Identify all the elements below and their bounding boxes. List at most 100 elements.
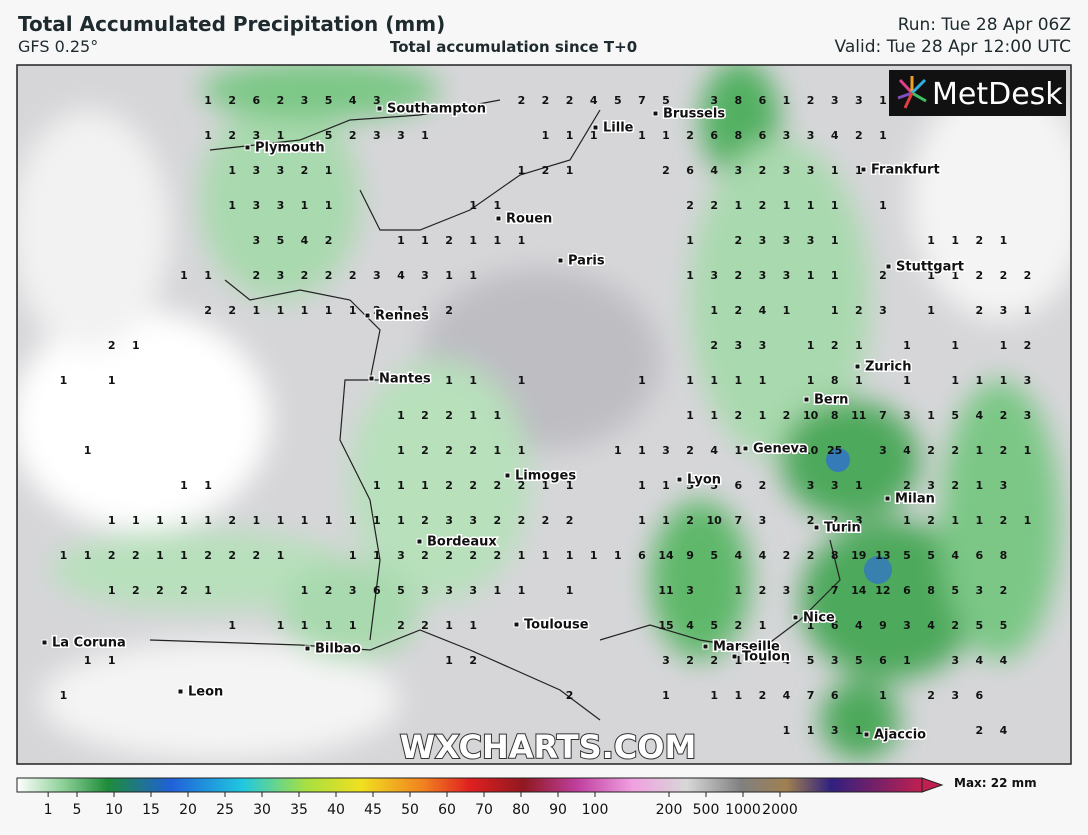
grid-value: 2 <box>1024 269 1032 282</box>
city-label: Turin <box>824 521 861 536</box>
grid-value: 1 <box>879 129 887 142</box>
grid-value: 2 <box>252 269 260 282</box>
city-label: Leon <box>188 685 223 700</box>
grid-value: 1 <box>493 409 501 422</box>
grid-value: 1 <box>108 584 116 597</box>
grid-value: 2 <box>108 339 116 352</box>
colorbar-tick-label: 1 <box>44 802 53 818</box>
grid-value: 2 <box>469 654 477 667</box>
city-marker <box>731 653 738 660</box>
grid-value: 1 <box>590 129 598 142</box>
colorbar-tick-label: 5 <box>73 802 82 818</box>
city-label: Zurich <box>865 360 912 375</box>
grid-value: 1 <box>518 164 526 177</box>
grid-value: 2 <box>421 409 429 422</box>
city-label: Rennes <box>375 309 429 324</box>
grid-value: 9 <box>879 619 887 632</box>
colorbar-tick-label: 35 <box>290 802 308 818</box>
grid-value: 2 <box>132 584 140 597</box>
grid-value: 3 <box>252 164 260 177</box>
grid-value: 1 <box>638 374 646 387</box>
grid-value: 1 <box>686 234 694 247</box>
grid-value: 1 <box>734 199 742 212</box>
grid-value: 1 <box>397 234 405 247</box>
grid-value: 6 <box>638 549 646 562</box>
grid-value: 2 <box>734 234 742 247</box>
grid-value: 3 <box>301 94 309 107</box>
grid-value: 2 <box>349 269 357 282</box>
grid-value: 1 <box>807 619 815 632</box>
grid-value: 1 <box>1024 304 1032 317</box>
grid-value: 1 <box>84 654 92 667</box>
run-time: Run: Tue 28 Apr 06Z <box>897 15 1071 35</box>
city-marker <box>513 621 520 628</box>
logo-icon <box>897 76 927 109</box>
grid-value: 2 <box>686 444 694 457</box>
grid-value: 1 <box>397 444 405 457</box>
grid-value: 5 <box>710 479 718 492</box>
grid-value: 3 <box>1000 304 1008 317</box>
grid-value: 5 <box>807 654 815 667</box>
grid-value: 1 <box>325 619 333 632</box>
grid-value: 2 <box>951 444 959 457</box>
grid-value: 1 <box>807 374 815 387</box>
grid-value: 3 <box>951 654 959 667</box>
grid-value: 1 <box>542 129 550 142</box>
city-label: Toulouse <box>524 618 589 633</box>
city-label: Frankfurt <box>871 163 940 178</box>
grid-value: 1 <box>301 584 309 597</box>
grid-value: 1 <box>542 549 550 562</box>
grid-value: 5 <box>325 94 333 107</box>
grid-value: 4 <box>927 619 935 632</box>
grid-value: 1 <box>759 374 767 387</box>
watermark: WXCHARTS.COM <box>400 728 697 766</box>
city-label: Ajaccio <box>874 728 926 743</box>
grid-value: 2 <box>759 199 767 212</box>
grid-value: 8 <box>1000 549 1008 562</box>
grid-value: 1 <box>807 199 815 212</box>
grid-value: 2 <box>807 514 815 527</box>
model: GFS 0.25° <box>18 37 99 56</box>
grid-value: 5 <box>951 409 959 422</box>
grid-value: 4 <box>903 444 911 457</box>
grid-value: 1 <box>301 619 309 632</box>
city-marker <box>863 731 870 738</box>
colorbar-tick-label: 50 <box>401 802 419 818</box>
grid-value: 11 <box>658 584 673 597</box>
grid-value: 1 <box>204 269 212 282</box>
grid-value: 1 <box>469 234 477 247</box>
grid-value: 7 <box>831 584 839 597</box>
grid-value: 1 <box>951 374 959 387</box>
grid-value: 4 <box>734 549 742 562</box>
grid-value: 2 <box>373 304 381 317</box>
city-label: Bern <box>814 393 848 408</box>
valid-time: Valid: Tue 28 Apr 12:00 UTC <box>834 37 1071 57</box>
city-marker <box>368 375 375 382</box>
grid-value: 1 <box>397 409 405 422</box>
grid-value: 5 <box>1000 619 1008 632</box>
grid-value: 1 <box>710 409 718 422</box>
grid-value: 1 <box>349 514 357 527</box>
grid-value: 3 <box>686 584 694 597</box>
grid-value: 3 <box>807 129 815 142</box>
grid-value: 10 <box>803 444 819 457</box>
grid-value: 1 <box>108 654 116 667</box>
grid-value: 1 <box>277 129 285 142</box>
grid-value: 5 <box>951 584 959 597</box>
grid-value: 3 <box>1024 409 1032 422</box>
grid-value: 10 <box>803 409 819 422</box>
grid-value: 1 <box>518 584 526 597</box>
grid-value: 6 <box>759 94 767 107</box>
city-label: Lille <box>603 121 634 136</box>
grid-value: 3 <box>759 514 767 527</box>
grid-value: 2 <box>566 514 574 527</box>
grid-value: 1 <box>204 479 212 492</box>
grid-value: 3 <box>397 129 405 142</box>
grid-value: 12 <box>875 584 890 597</box>
grid-value: 3 <box>252 199 260 212</box>
grid-value: 2 <box>975 724 983 737</box>
grid-value: 1 <box>951 234 959 247</box>
colorbar-tick-label: 20 <box>179 802 197 818</box>
grid-value: 2 <box>783 549 791 562</box>
city-marker <box>177 688 184 695</box>
